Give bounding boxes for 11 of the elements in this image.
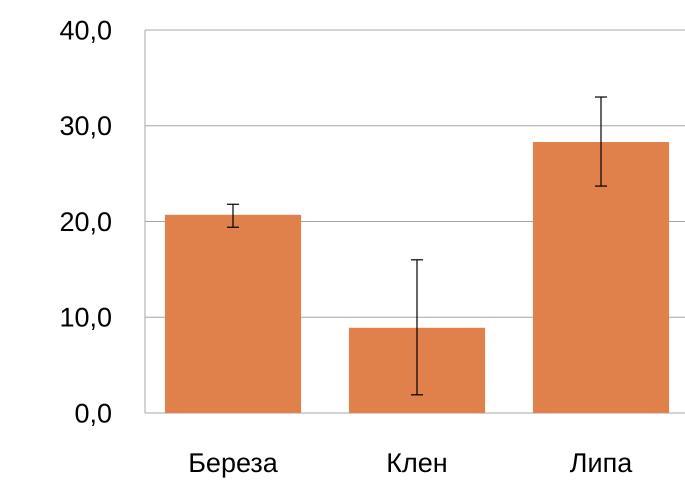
y-tick-label: 20,0 bbox=[59, 206, 112, 237]
y-tick-label: 0,0 bbox=[74, 398, 112, 428]
x-tick-label: Клен bbox=[386, 448, 448, 478]
y-tick-label: 40,0 bbox=[59, 15, 112, 46]
x-tick-label: Береза bbox=[188, 448, 279, 478]
y-tick-label: 10,0 bbox=[59, 302, 112, 333]
bar bbox=[164, 214, 302, 413]
bar bbox=[348, 328, 486, 413]
bar bbox=[532, 142, 670, 413]
x-tick-label: Липа bbox=[570, 448, 634, 478]
y-tick-label: 30,0 bbox=[59, 111, 112, 142]
